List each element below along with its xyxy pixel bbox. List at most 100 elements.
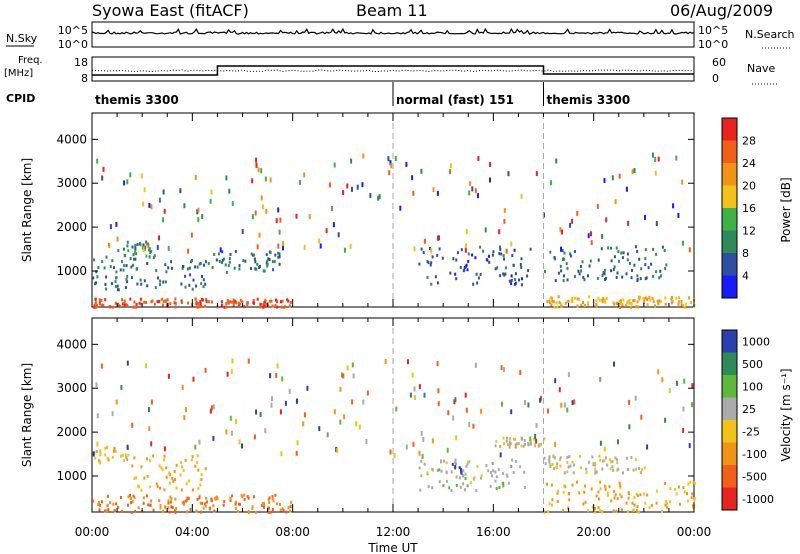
data-cell xyxy=(169,473,172,476)
data-cell xyxy=(196,454,199,458)
data-cell xyxy=(646,303,649,306)
velocity-axes: 1000 2000 3000 4000 xyxy=(56,318,695,512)
data-cell xyxy=(152,256,155,260)
data-cell xyxy=(156,300,159,304)
data-cell xyxy=(590,231,592,237)
data-cell xyxy=(272,268,275,272)
data-cell xyxy=(204,502,206,506)
data-cell xyxy=(619,306,621,309)
data-cell xyxy=(129,257,132,260)
data-cell xyxy=(599,376,602,382)
data-cell xyxy=(617,439,619,445)
data-cell xyxy=(590,240,593,246)
data-cell xyxy=(559,226,562,232)
data-cell xyxy=(202,278,205,282)
data-cell xyxy=(693,499,696,503)
data-cell xyxy=(133,305,136,309)
data-cell xyxy=(413,246,416,252)
data-cell xyxy=(278,229,281,235)
data-cell xyxy=(471,186,474,192)
data-cell xyxy=(499,274,502,278)
data-cell xyxy=(566,278,569,282)
data-cell xyxy=(523,486,526,489)
data-cell xyxy=(666,505,668,509)
data-cell xyxy=(124,286,127,290)
data-cell xyxy=(451,462,454,466)
data-cell xyxy=(232,303,235,307)
data-cell xyxy=(283,305,286,309)
data-cell xyxy=(138,301,141,305)
data-cell xyxy=(342,190,345,196)
data-cell xyxy=(550,483,553,487)
data-cell xyxy=(426,471,429,475)
data-cell xyxy=(407,359,409,365)
data-cell xyxy=(455,435,458,441)
data-cell xyxy=(445,479,448,483)
data-cell xyxy=(535,171,538,177)
data-cell xyxy=(514,437,517,441)
data-cell xyxy=(197,217,200,223)
data-cell xyxy=(143,476,146,480)
data-cell xyxy=(567,299,570,303)
data-cell xyxy=(115,221,118,227)
data-cell xyxy=(387,156,390,162)
data-cell xyxy=(389,160,392,166)
data-cell xyxy=(172,479,175,483)
data-cell xyxy=(110,282,113,286)
data-cell xyxy=(115,502,118,506)
data-cell xyxy=(393,453,396,459)
data-cell xyxy=(207,300,210,304)
data-cell xyxy=(114,301,117,305)
data-cell xyxy=(281,299,284,303)
data-cell xyxy=(510,241,513,247)
data-cell xyxy=(612,267,615,271)
data-cell xyxy=(142,496,145,500)
data-cell xyxy=(238,267,241,271)
data-cell xyxy=(273,260,276,264)
data-cell xyxy=(495,475,498,479)
data-cell xyxy=(210,405,213,411)
data-cell xyxy=(502,254,505,258)
colorbar-tick-label: 1000 xyxy=(742,335,770,348)
data-cell xyxy=(553,305,556,309)
data-cell xyxy=(455,475,458,479)
data-cell xyxy=(505,439,508,443)
velocity-ylabel: Slant Range [km] xyxy=(20,363,34,467)
data-cell xyxy=(187,479,190,483)
data-cell xyxy=(529,436,532,442)
data-cell xyxy=(455,484,458,487)
data-cell xyxy=(543,270,546,273)
data-cell xyxy=(184,274,187,278)
data-cell xyxy=(427,261,430,265)
data-cell xyxy=(92,451,95,457)
data-cell xyxy=(497,468,500,472)
data-cell xyxy=(563,274,565,278)
data-cell xyxy=(663,249,666,253)
data-cell xyxy=(484,227,487,233)
colorbar-tick-label: 100 xyxy=(742,380,763,393)
colorbar-tick-label: 12 xyxy=(742,225,756,238)
data-cell xyxy=(675,155,678,161)
data-cell xyxy=(681,179,684,185)
data-cell xyxy=(561,249,564,253)
data-cell xyxy=(469,481,472,485)
data-cell xyxy=(140,173,143,179)
data-cell xyxy=(556,462,559,466)
data-cell xyxy=(199,483,202,487)
data-cell xyxy=(626,258,629,262)
data-cell xyxy=(616,271,619,275)
data-cell xyxy=(336,448,339,453)
data-cell xyxy=(120,385,123,390)
data-cell xyxy=(646,297,649,301)
data-cell xyxy=(613,255,616,259)
colorbar-tick-label: -1000 xyxy=(742,493,774,506)
data-cell xyxy=(229,499,232,503)
data-cell xyxy=(669,500,672,504)
data-cell xyxy=(231,358,234,364)
data-cell xyxy=(282,245,284,251)
data-cell xyxy=(514,272,517,276)
data-cell xyxy=(597,490,600,494)
data-cell xyxy=(104,446,107,450)
data-cell xyxy=(351,399,354,405)
data-cell xyxy=(192,278,195,282)
